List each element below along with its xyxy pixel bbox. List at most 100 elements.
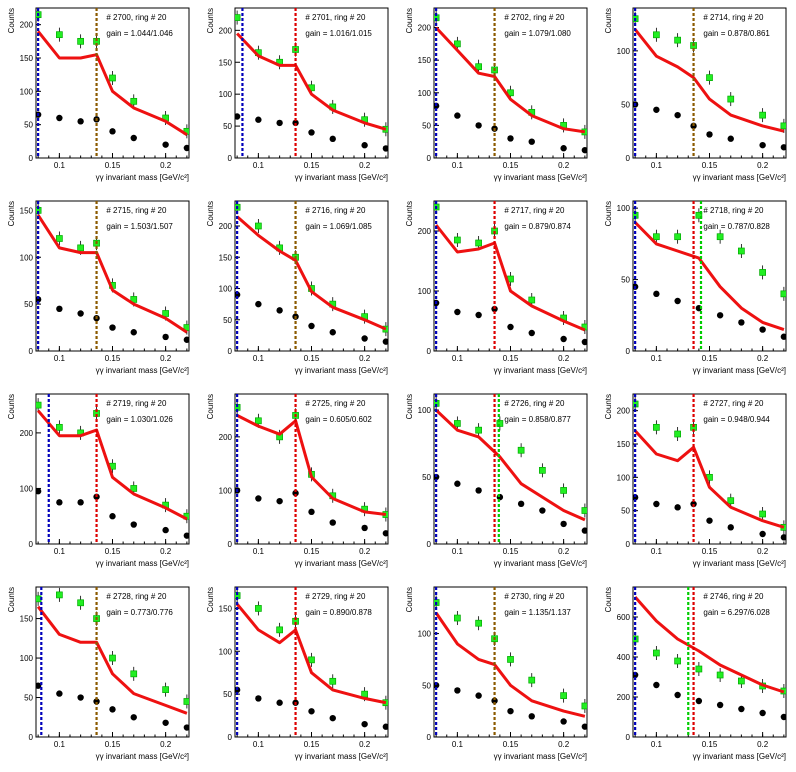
gain-label: gain = 1.030/1.026	[106, 415, 173, 424]
data-point-green	[560, 487, 567, 494]
data-point-black	[255, 300, 262, 308]
gain-label: gain = 6.297/6.028	[703, 608, 770, 617]
data-point-black	[382, 145, 388, 152]
data-point-black	[361, 142, 368, 149]
data-point-green	[475, 426, 482, 434]
data-point-black	[183, 724, 189, 731]
data-point-black	[706, 131, 713, 138]
fit-curve	[633, 596, 785, 694]
x-tick-label: 0.15	[105, 354, 121, 363]
run-label: # 2717, ring # 20	[504, 206, 565, 215]
data-point-black	[475, 487, 482, 494]
data-point-black	[706, 517, 713, 524]
run-label: # 2719, ring # 20	[106, 399, 167, 408]
data-point-green	[361, 690, 368, 698]
y-tick-label: 100	[418, 287, 432, 296]
y-tick-label: 50	[621, 507, 630, 516]
plot-area	[434, 8, 587, 158]
data-point-black	[109, 706, 116, 713]
y-tick-label: 0	[427, 154, 432, 163]
data-point-green	[674, 36, 681, 44]
data-point-black	[491, 697, 498, 704]
data-point-green	[716, 233, 724, 241]
data-point-black	[759, 326, 766, 333]
chart-panel: 0.1 0.15 0.2 0 50 100 150 γγ invariant mass [Ge…	[7, 586, 190, 761]
data-point-green	[706, 74, 713, 81]
data-point-black	[674, 297, 681, 305]
y-axis-label: Counts	[7, 587, 16, 612]
x-tick-label: 0.15	[702, 547, 718, 556]
y-tick-label: 0	[29, 347, 34, 356]
y-axis-label: Counts	[206, 201, 215, 226]
run-label: # 2728, ring # 20	[106, 592, 167, 601]
data-point-black	[727, 135, 734, 142]
data-point-green	[727, 497, 735, 505]
data-point-black	[56, 305, 63, 313]
data-point-green	[130, 670, 138, 678]
fit-curve	[434, 612, 586, 718]
data-point-black	[695, 697, 703, 705]
gain-label: gain = 0.787/0.828	[703, 222, 770, 231]
y-tick-label: 150	[617, 440, 631, 449]
y-tick-label: 0	[626, 540, 631, 549]
data-point-black	[674, 504, 681, 511]
y-tick-label: 200	[617, 693, 631, 702]
data-point-black	[528, 329, 535, 337]
x-tick-label: 0.2	[359, 740, 371, 749]
y-tick-label: 0	[427, 540, 432, 549]
y-axis-label: Counts	[405, 394, 414, 419]
y-tick-label: 200	[418, 227, 432, 236]
data-point-black	[528, 713, 535, 720]
plot-frame	[433, 7, 588, 159]
data-point-black	[36, 682, 42, 689]
x-tick-label: 0.1	[253, 354, 265, 363]
x-tick-label: 0.15	[702, 354, 718, 363]
data-point-black	[581, 723, 587, 730]
data-point-green	[581, 702, 587, 710]
y-tick-label: 0	[228, 347, 233, 356]
data-point-green	[109, 654, 116, 662]
data-point-black	[329, 519, 336, 526]
plot-area	[235, 587, 388, 737]
plot-area	[633, 394, 786, 544]
data-point-black	[329, 135, 336, 143]
y-axis-label: Counts	[206, 8, 215, 33]
data-point-green	[56, 235, 63, 242]
gain-label: gain = 1.016/1.015	[305, 29, 372, 38]
data-point-black	[382, 530, 388, 537]
data-point-green	[674, 430, 681, 438]
y-tick-label: 100	[617, 204, 631, 213]
run-label: # 2701, ring # 20	[305, 13, 366, 22]
plot-area	[36, 587, 189, 737]
x-tick-label: 0.1	[651, 547, 663, 556]
data-point-black	[130, 521, 137, 528]
data-point-green	[454, 236, 461, 244]
x-tick-label: 0.2	[757, 354, 769, 363]
x-axis-label: γγ invariant mass [GeV/c²]	[494, 752, 587, 761]
data-point-green	[255, 222, 262, 230]
data-point-green	[539, 466, 546, 474]
data-point-green	[454, 614, 461, 622]
x-tick-label: 0.15	[503, 354, 519, 363]
data-point-black	[560, 145, 567, 152]
data-point-black	[581, 338, 587, 346]
run-label: # 2730, ring # 20	[504, 592, 565, 601]
data-point-black	[255, 695, 262, 702]
run-label: # 2716, ring # 20	[305, 206, 366, 215]
fit-curve	[633, 429, 785, 529]
data-point-black	[727, 524, 734, 531]
data-point-green	[235, 14, 241, 21]
data-point-green	[454, 40, 461, 48]
run-label: # 2714, ring # 20	[703, 13, 764, 22]
data-point-green	[528, 676, 536, 684]
chart-panel: 0.1 0.15 0.2 0 50 100 150 200 γγ invariant mass …	[405, 7, 588, 182]
data-point-black	[361, 335, 368, 342]
run-label: # 2729, ring # 20	[305, 592, 366, 601]
plot-area	[434, 201, 587, 351]
y-axis-label: Counts	[405, 201, 414, 226]
y-tick-label: 100	[418, 630, 432, 639]
y-axis-label: Counts	[604, 201, 613, 226]
data-point-green	[255, 605, 262, 612]
data-point-green	[475, 619, 482, 627]
